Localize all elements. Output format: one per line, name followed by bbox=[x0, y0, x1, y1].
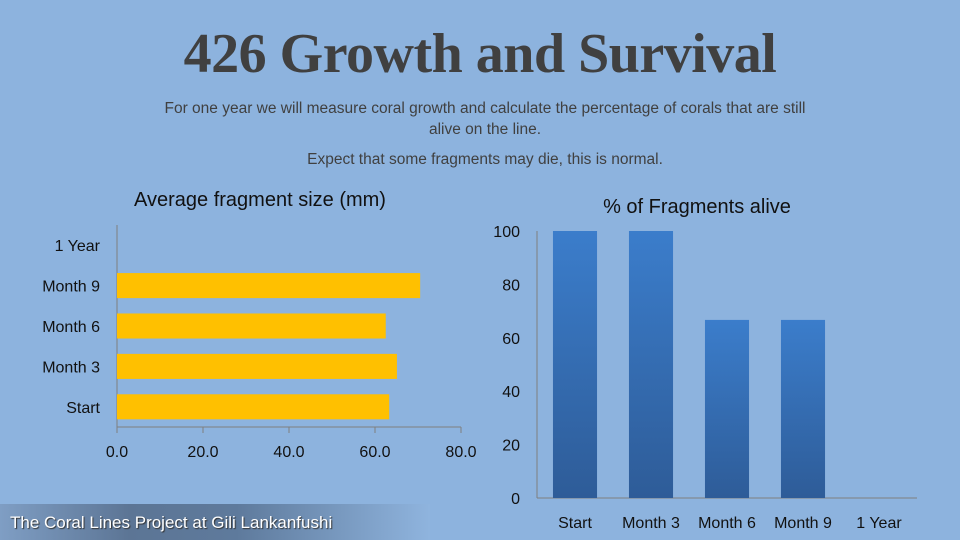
size-bar bbox=[117, 273, 421, 299]
alive-bar bbox=[628, 231, 674, 498]
size-x-tick-label: 0.0 bbox=[106, 444, 128, 461]
slide-title: 426 Growth and Survival bbox=[183, 23, 777, 85]
alive-y-tick-label: 100 bbox=[493, 224, 520, 241]
size-x-tick-label: 40.0 bbox=[273, 444, 304, 461]
size-category-label: Month 6 bbox=[42, 319, 100, 336]
alive-category-label: Start bbox=[558, 515, 592, 532]
size-bar bbox=[117, 313, 386, 339]
alive-y-tick-label: 20 bbox=[502, 438, 520, 455]
size-chart: 0.0 20.0 40.0 60.0 80.0 Start Month 3 Month 6 Mo… bbox=[42, 225, 477, 461]
footer-banner: The Coral Lines Project at Gili Lankanfu… bbox=[0, 504, 430, 540]
alive-chart: 0 20 40 60 80 100 Start Month 3 Month 6 Month 9 1 … bbox=[493, 224, 917, 532]
size-category-label: Start bbox=[66, 400, 100, 417]
size-chart-title: Average fragment size (mm) bbox=[134, 189, 386, 211]
alive-bar bbox=[552, 231, 598, 498]
alive-y-tick-label: 0 bbox=[511, 491, 520, 508]
alive-bar bbox=[704, 319, 750, 498]
alive-bar bbox=[780, 319, 826, 498]
alive-category-label: Month 9 bbox=[774, 515, 832, 532]
alive-chart-title: % of Fragments alive bbox=[603, 196, 791, 218]
alive-y-tick-label: 80 bbox=[502, 277, 520, 294]
alive-category-label: 1 Year bbox=[856, 515, 902, 532]
alive-category-label: Month 3 bbox=[622, 515, 680, 532]
alive-y-tick-label: 40 bbox=[502, 384, 520, 401]
footer-text: The Coral Lines Project at Gili Lankanfu… bbox=[10, 513, 333, 532]
size-bar bbox=[117, 394, 390, 420]
alive-category-label: Month 6 bbox=[698, 515, 756, 532]
slide-subtitle-2: Expect that some fragments may die, this… bbox=[307, 151, 663, 168]
size-x-tick-label: 20.0 bbox=[187, 444, 218, 461]
size-x-tick-label: 80.0 bbox=[445, 444, 476, 461]
slide-subtitle-1: For one year we will measure coral growt… bbox=[164, 100, 806, 138]
alive-y-tick-label: 60 bbox=[502, 331, 520, 348]
size-category-label: Month 9 bbox=[42, 279, 100, 296]
size-category-label: 1 Year bbox=[55, 238, 101, 255]
size-bar bbox=[117, 353, 397, 379]
size-x-tick-label: 60.0 bbox=[359, 444, 390, 461]
size-category-label: Month 3 bbox=[42, 359, 100, 376]
